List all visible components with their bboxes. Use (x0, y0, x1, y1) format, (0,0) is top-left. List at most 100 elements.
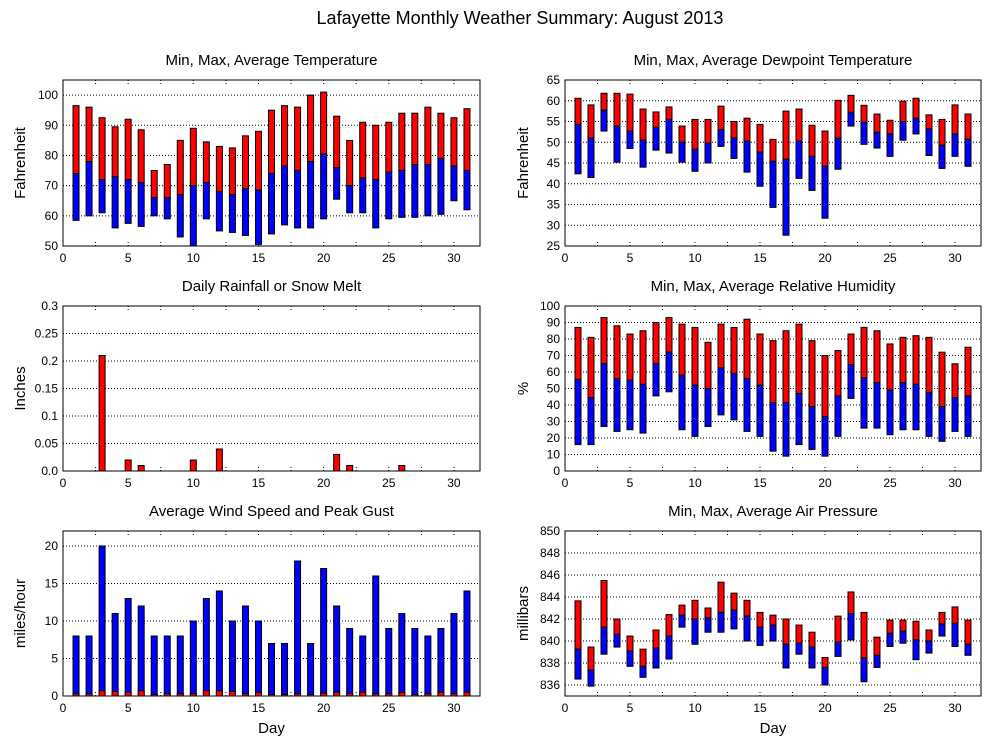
bar-max-segment (769, 614, 777, 626)
y-tick-label: 0.15 (35, 382, 59, 396)
y-tick-label: 65 (547, 73, 561, 87)
bar-min-segment (639, 383, 647, 434)
bar-min-segment (665, 635, 673, 660)
bar-max-segment (860, 611, 868, 659)
bar-max-segment (307, 94, 315, 162)
bar-max-segment (639, 330, 647, 385)
y-tick-label: 0.0 (41, 464, 58, 478)
bar-min-segment (912, 117, 920, 135)
bar-max-segment (268, 109, 275, 175)
bar-max-segment (951, 104, 959, 135)
y-axis-label: miles/hour (12, 579, 29, 648)
bar-max-segment (411, 112, 419, 166)
bar-min-segment (886, 389, 894, 436)
bar-peak-gust (398, 613, 406, 697)
plot-frame (564, 79, 982, 247)
bar-max-segment (860, 104, 868, 123)
bar-min-segment (730, 373, 738, 421)
y-tick-label: 850 (540, 524, 560, 538)
x-tick-label: 25 (883, 701, 897, 715)
y-axis-label: Inches (12, 366, 29, 410)
bar-max-segment (189, 127, 197, 187)
bar-peak-gust (307, 643, 315, 697)
bar-min-segment (756, 151, 764, 187)
bar-min-segment (717, 129, 725, 147)
bar-max-segment (359, 121, 367, 179)
bar-min-segment (678, 141, 686, 163)
bar-min-segment (665, 351, 673, 393)
bar-min-segment (600, 626, 608, 655)
bar-min-segment (704, 142, 712, 164)
bar-min-segment (307, 160, 315, 229)
bar-min-segment (626, 650, 634, 667)
bar-peak-gust (320, 568, 328, 697)
bar-max-segment (665, 614, 673, 637)
y-axis-label: Fahrenheit (515, 126, 532, 199)
bar-min-segment (886, 632, 894, 647)
x-tick-label: 5 (627, 701, 634, 715)
y-tick-label: 20 (45, 539, 59, 553)
bar-min-segment (574, 378, 582, 446)
bar-min-segment (574, 648, 582, 680)
panel-title: Daily Rainfall or Snow Melt (182, 278, 362, 295)
bar-min-segment (951, 133, 959, 157)
bar-min-segment (652, 126, 660, 151)
bar-max-segment (834, 615, 842, 643)
bar-min-segment (795, 140, 803, 179)
bar-max-segment (639, 648, 647, 667)
bar-min-segment (600, 363, 608, 427)
bar-min-segment (150, 197, 158, 217)
x-tick-label: 0 (562, 251, 569, 265)
bar-min-segment (359, 177, 367, 214)
bar-max-segment (873, 330, 881, 384)
bar-max-segment (704, 607, 712, 619)
bar-max-segment (730, 121, 738, 139)
x-tick-label: 15 (252, 476, 266, 490)
bar-max-segment (176, 139, 184, 196)
bar-max-segment (652, 111, 660, 128)
x-tick-label: 20 (317, 476, 331, 490)
bar-min-segment (704, 388, 712, 427)
bar-peak-gust (215, 590, 223, 697)
bar-average-wind (202, 690, 210, 697)
bar-peak-gust (176, 635, 184, 697)
x-tick-label: 30 (447, 251, 461, 265)
bar-max-segment (372, 124, 380, 181)
bar-max-segment (398, 112, 406, 172)
bar-max-segment (691, 118, 699, 150)
bar-min-segment (834, 641, 842, 657)
bar-min-segment (176, 194, 184, 238)
bar-min-segment (938, 144, 946, 169)
x-tick-label: 0 (60, 476, 67, 490)
bar-max-segment (333, 115, 341, 169)
bar-min-segment (899, 121, 907, 141)
bar-average-wind (228, 691, 236, 697)
y-tick-label: 30 (547, 415, 561, 429)
x-tick-label: 30 (447, 701, 461, 715)
y-axis-label: Fahrenheit (12, 126, 29, 199)
bar-peak-gust (411, 628, 419, 697)
bar-max-segment (228, 147, 236, 196)
bar-min-segment (808, 155, 816, 191)
bar-max-segment (808, 340, 816, 408)
bar-min-segment (678, 374, 686, 431)
x-tick-label: 15 (252, 701, 266, 715)
bar-min-segment (424, 164, 432, 217)
bar-max-segment (587, 336, 595, 399)
bar-min-segment (626, 379, 634, 431)
bar-rainfall (189, 459, 197, 472)
y-tick-label: 80 (45, 148, 59, 162)
bar-max-segment (795, 323, 803, 394)
bar-min-segment (912, 639, 920, 661)
bar-max-segment (124, 118, 132, 181)
bar-peak-gust (463, 590, 471, 697)
bar-max-segment (964, 619, 972, 645)
bar-min-segment (333, 167, 341, 200)
bar-min-segment (782, 158, 790, 236)
bar-min-segment (372, 179, 380, 229)
y-tick-label: 848 (540, 546, 560, 560)
bar-min-segment (925, 640, 933, 654)
plot-frame (564, 305, 982, 472)
bar-max-segment (847, 591, 855, 615)
bar-min-segment (639, 139, 647, 168)
